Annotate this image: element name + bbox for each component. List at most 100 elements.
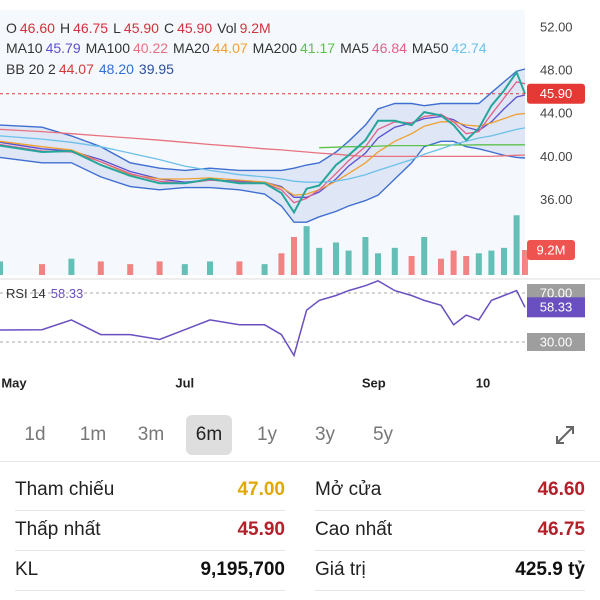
bb-upper xyxy=(0,68,526,172)
volume-bar xyxy=(278,253,285,275)
volume-bar xyxy=(375,253,381,275)
period-button[interactable]: 3y xyxy=(314,424,336,445)
rsi-title: RSI 14 58.33 xyxy=(6,286,83,301)
volume-bar xyxy=(501,247,507,275)
volume-bar xyxy=(463,256,470,275)
volume-bar xyxy=(345,250,352,275)
volume-bar xyxy=(475,253,482,275)
rsi-last-label: 58.33 xyxy=(540,300,573,315)
period-button[interactable]: 1d xyxy=(24,424,46,445)
bb-lower xyxy=(0,140,526,223)
y-tick-label: 52.00 xyxy=(540,19,573,34)
volume-label: 9.2M xyxy=(537,242,566,257)
rsi-last-box xyxy=(527,297,585,318)
ma-line xyxy=(0,128,526,158)
quote-value: 46.60 xyxy=(19,20,55,36)
bb-key: BB 20 2 xyxy=(6,61,56,77)
x-tick-label: May xyxy=(1,375,27,390)
ma-line xyxy=(0,127,526,183)
row-separator xyxy=(15,510,285,511)
stat-value: 45.90 xyxy=(237,519,285,540)
quote-value: 45.90 xyxy=(123,20,159,36)
rsi-level-label: 70.00 xyxy=(540,285,573,300)
rsi-level-box xyxy=(527,332,585,351)
bb-value: 44.07 xyxy=(58,61,94,77)
y-tick-label: 40.00 xyxy=(540,149,573,164)
quote-key: C xyxy=(163,20,175,36)
volume-bar xyxy=(303,226,310,275)
period-button[interactable]: 3m xyxy=(137,424,165,445)
quote-key: H xyxy=(59,20,71,36)
volume-bar xyxy=(522,250,528,275)
volume-bar xyxy=(316,247,323,275)
period-button[interactable]: 6m xyxy=(186,415,232,455)
stats-row: Tham chiếu 47.00 Mở cửa 46.60 xyxy=(0,470,600,510)
volume-bar xyxy=(236,261,243,275)
rsi-label: RSI 14 xyxy=(6,286,46,301)
ma-legend: MA10 45.79 MA100 40.22 MA20 44.07 MA200 41.17 MA… xyxy=(6,40,492,56)
stat-label: Tham chiếu xyxy=(15,479,115,500)
quote-key: L xyxy=(113,20,121,36)
quote-value: 9.2M xyxy=(239,20,271,36)
volume-bar xyxy=(333,242,339,275)
ma-key: MA10 xyxy=(6,40,43,56)
period-button[interactable]: 1m xyxy=(79,424,107,445)
ma-value: 41.17 xyxy=(300,40,336,56)
row-separator xyxy=(315,590,585,591)
ma-line xyxy=(0,94,526,198)
volume-bar xyxy=(450,250,457,275)
quote-legend: O 46.60 H 46.75 L 45.90 C 45.90 Vol 9.2M xyxy=(6,20,276,36)
volume-bar xyxy=(68,258,75,275)
volume-bar xyxy=(513,215,520,275)
volume-bar xyxy=(97,261,104,275)
stat-value: 9,195,700 xyxy=(200,559,285,580)
stats-row: Thấp nhất 45.90 Cao nhất 46.75 xyxy=(0,510,600,550)
rsi-line xyxy=(0,279,526,358)
ma-value: 45.79 xyxy=(45,40,81,56)
bb-legend: BB 20 2 44.07 48.20 39.95 xyxy=(6,61,179,77)
period-button[interactable]: 5y xyxy=(372,424,394,445)
row-separator xyxy=(315,510,585,511)
volume-bar xyxy=(0,261,3,275)
ma-value: 40.22 xyxy=(132,40,169,56)
ma-value: 44.07 xyxy=(212,40,248,56)
stat-label: Mở cửa xyxy=(315,479,382,500)
ma-key: MA200 xyxy=(252,40,298,56)
x-tick-label: 10 xyxy=(476,375,490,390)
volume-bar xyxy=(291,237,297,275)
ma-key: MA100 xyxy=(85,40,130,56)
row-separator xyxy=(15,550,285,551)
volume-bar xyxy=(39,264,45,275)
volume-bar xyxy=(488,250,495,275)
bb-value: 39.95 xyxy=(138,61,174,77)
stat-value: 425.9 tỷ xyxy=(515,559,585,580)
last-price-label: 45.90 xyxy=(540,86,573,101)
volume-bar xyxy=(127,264,134,275)
stat-label: KL xyxy=(15,559,39,580)
stats-row: KL 9,195,700 Giá trị 425.9 tỷ xyxy=(0,550,600,590)
volume-bar xyxy=(438,258,444,275)
x-tick-label: Jul xyxy=(175,375,194,390)
volume-bar xyxy=(391,247,398,275)
quote-value: 45.90 xyxy=(177,20,213,36)
expand-icon[interactable] xyxy=(553,423,577,447)
stat-value: 46.60 xyxy=(537,479,585,500)
period-bar: 1d 1m 3m 6m 1y 3y 5y xyxy=(0,413,600,457)
stat-label: Cao nhất xyxy=(315,519,393,540)
last-price-box xyxy=(527,83,585,104)
period-button[interactable]: 1y xyxy=(256,424,278,445)
volume-box xyxy=(527,240,575,261)
row-separator xyxy=(315,550,585,551)
quote-key: O xyxy=(6,20,17,36)
bb-value: 48.20 xyxy=(98,61,134,77)
stat-label: Giá trị xyxy=(315,559,366,580)
volume-bar xyxy=(421,237,428,275)
volume-bar xyxy=(408,256,415,275)
stat-value: 47.00 xyxy=(237,479,285,500)
volume-bar xyxy=(261,264,268,275)
chart: 52.00 48.00 44.00 40.00 36.00 45.90 9.2M 70.00 3… xyxy=(0,19,600,391)
quote-value: 46.75 xyxy=(73,20,109,36)
price-line xyxy=(0,70,526,215)
stat-label: Thấp nhất xyxy=(15,519,101,540)
volume-bar xyxy=(181,264,188,275)
